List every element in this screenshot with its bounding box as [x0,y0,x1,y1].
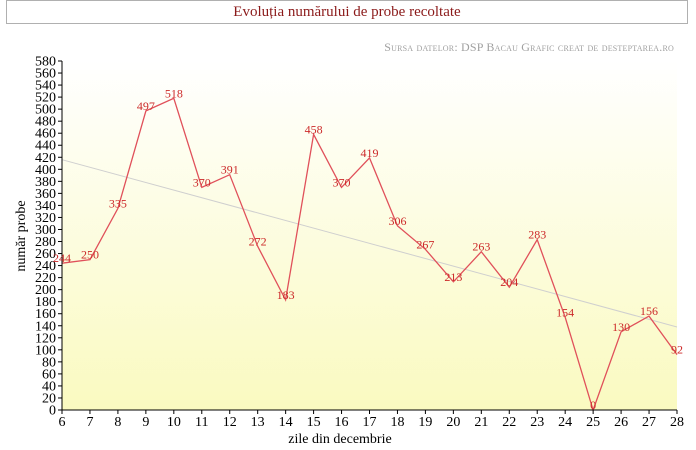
y-tick-label: 200 [35,283,56,298]
data-label: 335 [109,196,127,210]
data-label: 154 [556,305,574,319]
y-tick-label: 240 [35,259,56,274]
x-tick-label: 25 [586,415,600,430]
y-tick-label: 120 [35,331,56,346]
chart-title: Evoluția numărului de probe recoltate [6,0,688,24]
y-tick-label: 0 [49,404,56,419]
y-tick-label: 20 [42,391,56,406]
y-tick-label: 440 [35,139,56,154]
x-tick-label: 21 [474,415,488,430]
x-tick-label: 14 [279,415,293,430]
x-tick-label: 19 [418,415,432,430]
y-tick-label: 420 [35,151,56,166]
x-tick-label: 24 [558,415,572,430]
data-label: 263 [472,240,490,254]
y-tick-label: 140 [35,319,56,334]
data-label: 204 [500,275,518,289]
plot-area [62,61,677,410]
y-tick-label: 260 [35,247,56,262]
x-tick-label: 15 [307,415,321,430]
x-tick-label: 6 [59,415,66,430]
x-tick-label: 7 [86,415,93,430]
x-tick-label: 12 [223,415,237,430]
y-tick-label: 220 [35,271,56,286]
data-label: 419 [361,146,379,160]
data-label: 391 [221,163,239,177]
y-tick-label: 580 [35,55,56,70]
x-tick-label: 11 [195,415,208,430]
y-tick-label: 40 [42,379,56,394]
y-tick-label: 480 [35,115,56,130]
data-label: 156 [640,304,658,318]
y-tick-label: 180 [35,295,56,310]
x-tick-label: 27 [642,415,656,430]
y-tick-label: 460 [35,127,56,142]
series-line [61,97,678,413]
data-label: 518 [165,86,183,100]
y-tick-label: 380 [35,175,56,190]
data-label: 497 [137,99,155,113]
data-label: 267 [416,237,434,251]
data-label: 244 [53,251,71,265]
x-tick-label: 16 [335,415,349,430]
data-label: 272 [249,234,267,248]
data-label: 370 [333,175,351,189]
y-tick-label: 80 [42,355,56,370]
x-tick-label: 22 [502,415,516,430]
x-tick-label: 28 [670,415,684,430]
y-tick-label: 160 [35,307,56,322]
x-tick-label: 10 [167,415,181,430]
y-tick-label: 100 [35,343,56,358]
y-tick-label: 300 [35,223,56,238]
x-tick-label: 17 [363,415,377,430]
x-tick-label: 9 [142,415,149,430]
x-tick-label: 18 [390,415,404,430]
y-tick-label: 500 [35,103,56,118]
data-label: 250 [81,248,99,262]
data-label: 306 [388,214,406,228]
x-tick-label: 13 [251,415,265,430]
x-tick-label: 20 [446,415,460,430]
y-axis-title: număr probe [14,200,29,271]
data-label: 458 [305,122,323,136]
x-tick-label: 26 [614,415,628,430]
x-tick-label: 23 [530,415,544,430]
data-label: 213 [444,270,462,284]
data-label: 0 [590,398,596,412]
y-tick-label: 560 [35,67,56,82]
source-note: Sursa datelor: DSP Bacau Grafic creat de… [384,40,674,54]
trend-line [61,159,678,328]
y-tick-label: 320 [35,211,56,226]
y-tick-label: 400 [35,163,56,178]
y-tick-label: 360 [35,187,56,202]
y-tick-label: 60 [42,367,56,382]
data-label: 370 [193,175,211,189]
y-tick-label: 280 [35,235,56,250]
data-label: 183 [277,288,295,302]
y-tick-label: 520 [35,91,56,106]
y-tick-label: 340 [35,199,56,214]
x-axis-title: zile din decembrie [288,432,391,447]
data-label: 283 [528,228,546,242]
data-label: 130 [612,320,630,334]
data-label: 92 [671,343,683,357]
x-tick-label: 8 [114,415,121,430]
y-tick-label: 540 [35,79,56,94]
